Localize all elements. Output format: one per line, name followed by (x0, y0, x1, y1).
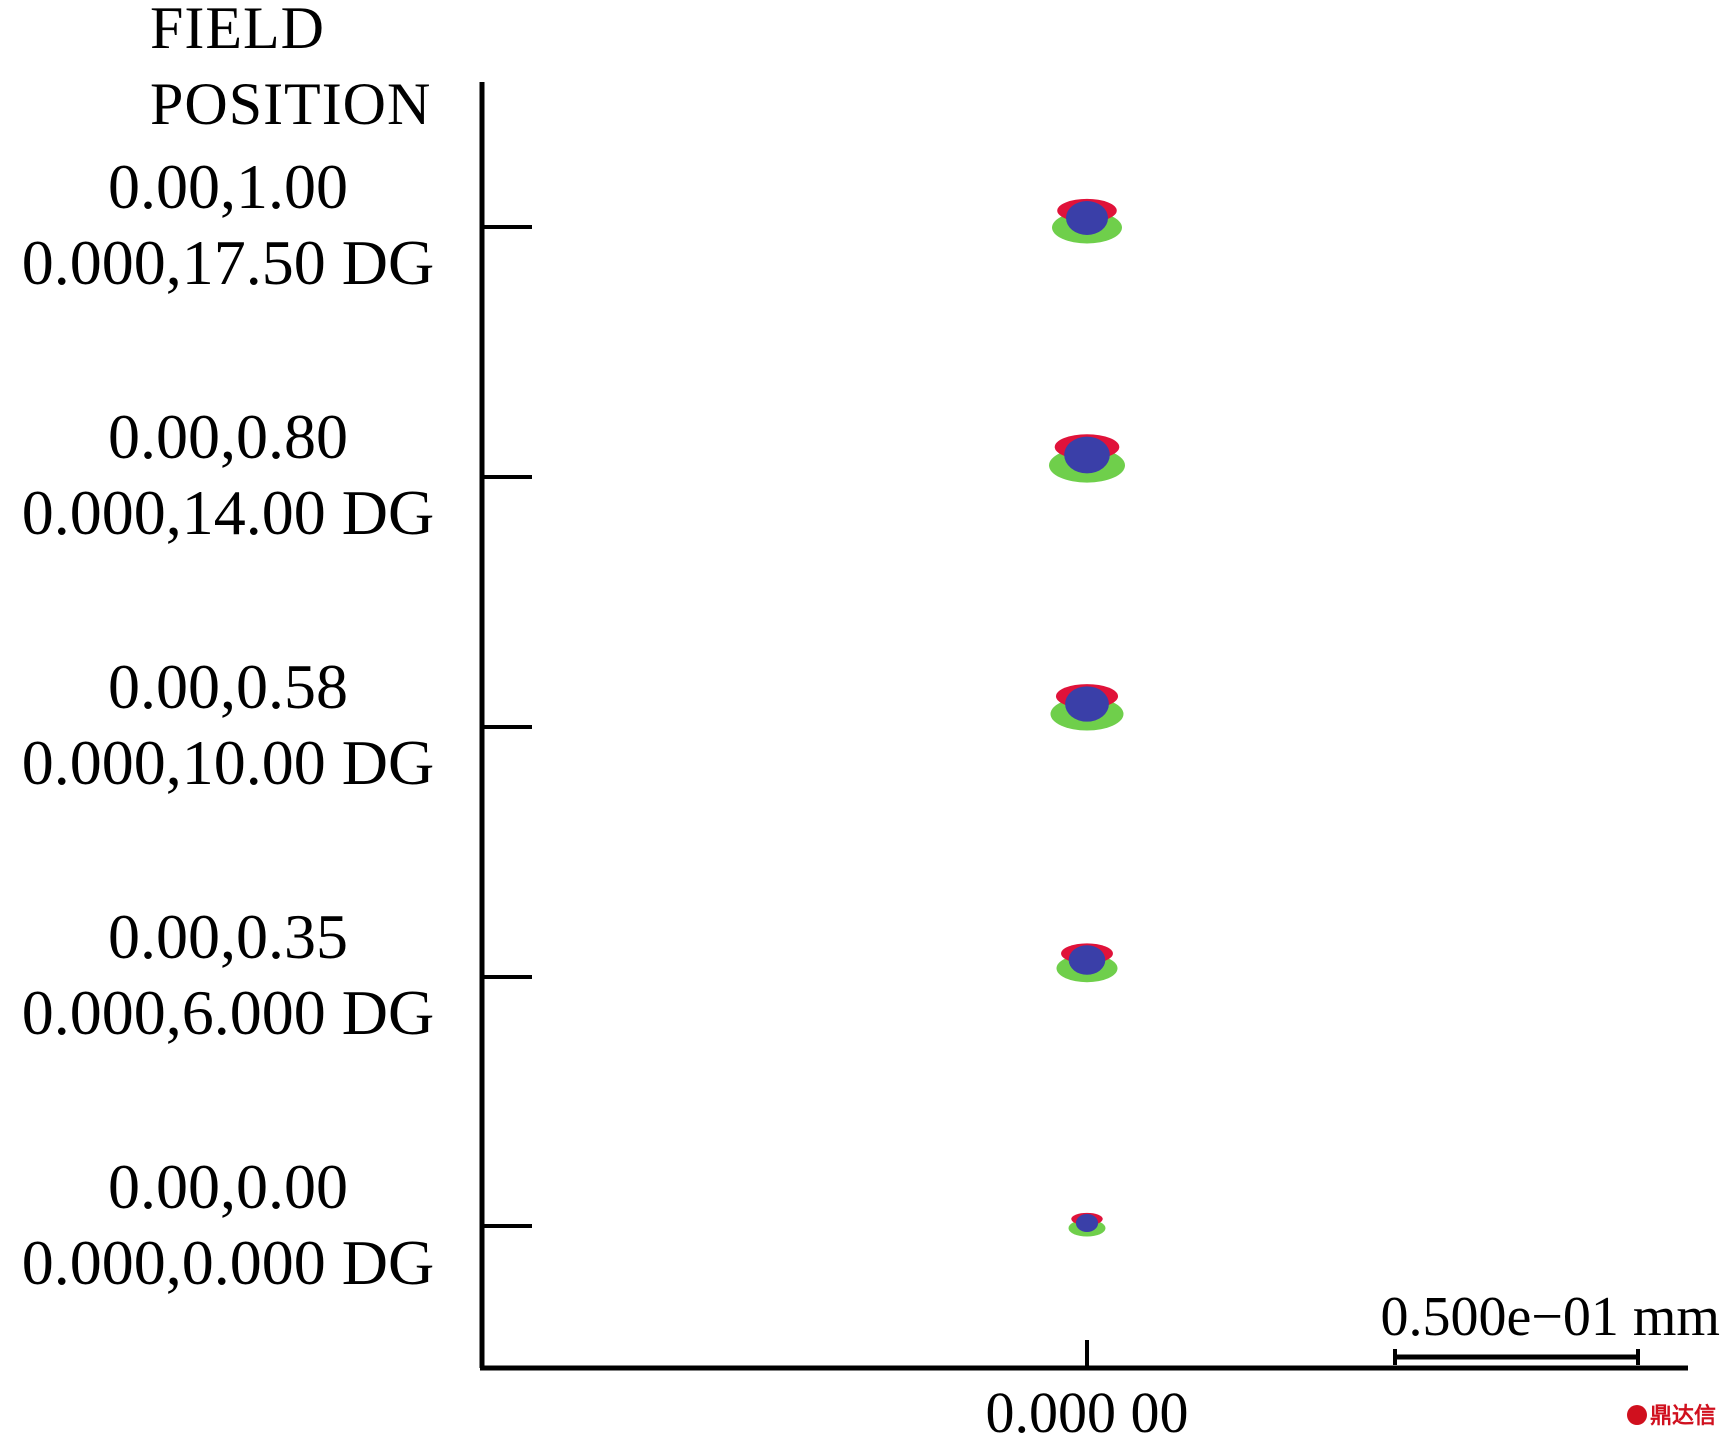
header-field: FIELD (150, 0, 325, 61)
field-angle-label: 0.000,14.00 DG (22, 477, 434, 548)
spot-short-wavelength (1064, 436, 1110, 474)
watermark-text: 鼎达信 (1650, 1403, 1716, 1429)
spot-short-wavelength (1065, 686, 1109, 722)
field-angle-label: 0.000,10.00 DG (22, 727, 434, 798)
header-position: POSITION (150, 71, 431, 137)
scale-bar-label: 0.500e−01 mm (1380, 1286, 1720, 1348)
field-rel-label: 0.00,0.58 (108, 651, 348, 722)
field-angle-label: 0.000,17.50 DG (22, 227, 434, 298)
watermark: 鼎达信 (1627, 1403, 1716, 1429)
field-angle-label: 0.000,0.000 DG (22, 1227, 434, 1298)
field-rel-label: 0.00,0.00 (108, 1151, 348, 1222)
field-angle-label: 0.000,6.000 DG (22, 977, 434, 1048)
field-row-4: 0.00,0.35 0.000,6.000 DG (22, 901, 1118, 1048)
spot-short-wavelength (1066, 201, 1108, 235)
spot-field-5 (1068, 1212, 1106, 1237)
spot-field-4 (1056, 943, 1118, 983)
field-row-2: 0.00,0.80 0.000,14.00 DG (22, 401, 1125, 548)
spot-short-wavelength (1068, 945, 1106, 975)
spot-field-1 (1052, 198, 1122, 244)
field-row-3: 0.00,0.58 0.000,10.00 DG (22, 651, 1124, 798)
scale-bar: 0.500e−01 mm (1380, 1286, 1720, 1365)
spot-field-3 (1050, 684, 1124, 731)
spot-field-2 (1049, 434, 1125, 483)
field-rel-label: 0.00,0.80 (108, 401, 348, 472)
watermark-logo-icon (1627, 1405, 1647, 1425)
field-row-5: 0.00,0.00 0.000,0.000 DG (22, 1151, 1106, 1298)
x-tick-label: 0.000 00 (986, 1380, 1189, 1437)
field-rel-label: 0.00,1.00 (108, 151, 348, 222)
spot-short-wavelength (1075, 1213, 1099, 1233)
field-row-1: 0.00,1.00 0.000,17.50 DG (22, 151, 1122, 298)
field-rel-label: 0.00,0.35 (108, 901, 348, 972)
